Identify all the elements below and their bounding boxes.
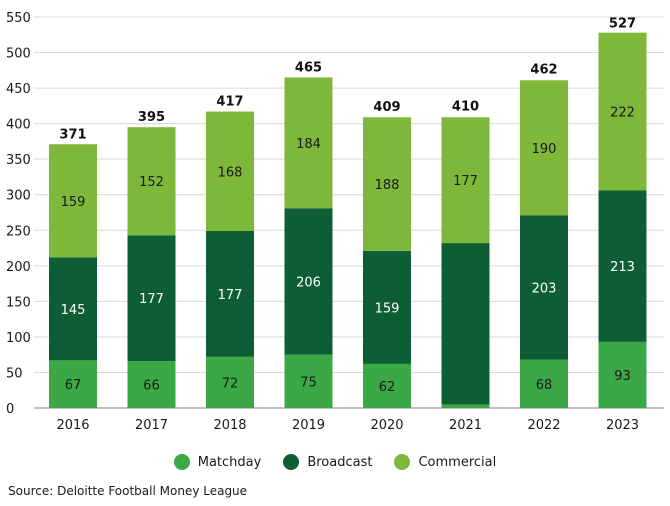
- data-label-commercial: 190: [532, 142, 557, 157]
- bar-matchday: [206, 356, 254, 408]
- y-tick-label: 200: [6, 260, 31, 275]
- data-label-broadcast: 213: [610, 260, 635, 275]
- y-tick-label: 300: [6, 189, 31, 204]
- x-tick-label: 2022: [527, 418, 560, 433]
- x-tick-label: 2017: [135, 418, 168, 433]
- x-tick-label: 2021: [449, 418, 482, 433]
- bar-broadcast: [49, 257, 97, 361]
- bar-matchday: [363, 363, 411, 408]
- legend-item-broadcast: Broadcast: [283, 454, 372, 470]
- bar-broadcast: [284, 208, 333, 355]
- data-label-commercial: 177: [453, 174, 478, 189]
- data-label-commercial: 222: [610, 106, 635, 121]
- y-tick-label: 250: [6, 224, 31, 239]
- bar-commercial: [49, 144, 97, 258]
- bar-total-label: 527: [609, 16, 636, 31]
- source-note: Source: Deloitte Football Money League: [8, 484, 248, 498]
- data-label-commercial: 152: [139, 175, 164, 190]
- x-tick-label: 2018: [213, 418, 246, 433]
- bar-total-label: 465: [295, 60, 322, 75]
- data-label-broadcast: 177: [218, 288, 243, 303]
- bar-matchday: [441, 404, 490, 408]
- y-tick-label: 350: [6, 153, 31, 168]
- bar-commercial: [284, 77, 333, 209]
- data-label-matchday: 68: [536, 378, 553, 393]
- data-label-commercial: 184: [296, 137, 321, 152]
- bar-broadcast: [363, 250, 411, 364]
- legend-label-broadcast: Broadcast: [307, 454, 373, 470]
- bar-total-label: 462: [530, 63, 557, 78]
- legend-label-commercial: Commercial: [418, 454, 497, 470]
- stacked-bar-chart: 0 50 100 150 200 250 300 350 400 450 500 550 67 145 15…: [6, 11, 664, 433]
- legend: Matchday Broadcast Commercial: [0, 454, 670, 470]
- legend-item-commercial: Commercial: [394, 454, 496, 470]
- bar-broadcast: [598, 190, 647, 342]
- bar-broadcast: [520, 215, 568, 360]
- data-label-commercial: 159: [61, 195, 86, 210]
- x-tick-label: 2020: [370, 418, 403, 433]
- bar-commercial: [520, 80, 568, 216]
- data-label-broadcast: 177: [139, 292, 164, 307]
- data-label-matchday: 75: [300, 375, 317, 390]
- bar-commercial: [441, 117, 490, 244]
- bar-commercial: [127, 127, 176, 236]
- y-tick-label: 0: [6, 402, 14, 417]
- bar-total-label: 417: [216, 95, 243, 110]
- bar-matchday: [127, 361, 176, 408]
- bar-total-label: 409: [373, 100, 400, 115]
- y-tick-label: 100: [6, 331, 31, 346]
- data-label-broadcast: 145: [61, 303, 86, 318]
- data-label-broadcast: 159: [375, 301, 400, 316]
- bar-commercial: [206, 111, 254, 231]
- bar-total-label: 371: [59, 127, 86, 142]
- data-label-matchday: 67: [65, 378, 82, 393]
- legend-swatch-broadcast: [283, 454, 300, 470]
- bar-broadcast: [206, 230, 254, 357]
- bar-broadcast: [441, 243, 490, 405]
- y-tick-label: 500: [6, 47, 31, 62]
- legend-swatch-commercial: [394, 454, 411, 470]
- data-label-matchday: 62: [379, 380, 396, 395]
- x-tick-label: 2016: [56, 418, 89, 433]
- bar-commercial: [598, 32, 647, 191]
- bar-matchday: [598, 341, 647, 408]
- bar-matchday: [520, 359, 568, 408]
- y-tick-label: 150: [6, 295, 31, 310]
- data-label-matchday: 72: [222, 376, 239, 391]
- legend-item-matchday: Matchday: [173, 454, 262, 470]
- legend-swatch-matchday: [173, 454, 190, 470]
- bar-total-label: 410: [452, 100, 479, 115]
- y-tick-label: 400: [6, 118, 31, 133]
- bar-total-label: 395: [138, 110, 165, 125]
- data-label-matchday: 66: [143, 379, 160, 394]
- bar-broadcast: [127, 235, 176, 362]
- data-label-commercial: 168: [218, 165, 243, 180]
- data-label-broadcast: 203: [532, 282, 557, 297]
- bar-matchday: [284, 354, 333, 408]
- data-label-broadcast: 206: [296, 275, 321, 290]
- data-label-commercial: 188: [375, 178, 400, 193]
- y-tick-label: 550: [6, 11, 31, 26]
- x-tick-label: 2019: [292, 418, 325, 433]
- legend-label-matchday: Matchday: [197, 454, 262, 470]
- bar-commercial: [363, 117, 411, 251]
- data-label-matchday: 93: [614, 369, 631, 384]
- y-tick-label: 450: [6, 82, 31, 97]
- bar-matchday: [49, 360, 97, 408]
- x-tick-label: 2023: [606, 418, 639, 433]
- y-tick-label: 50: [6, 366, 23, 381]
